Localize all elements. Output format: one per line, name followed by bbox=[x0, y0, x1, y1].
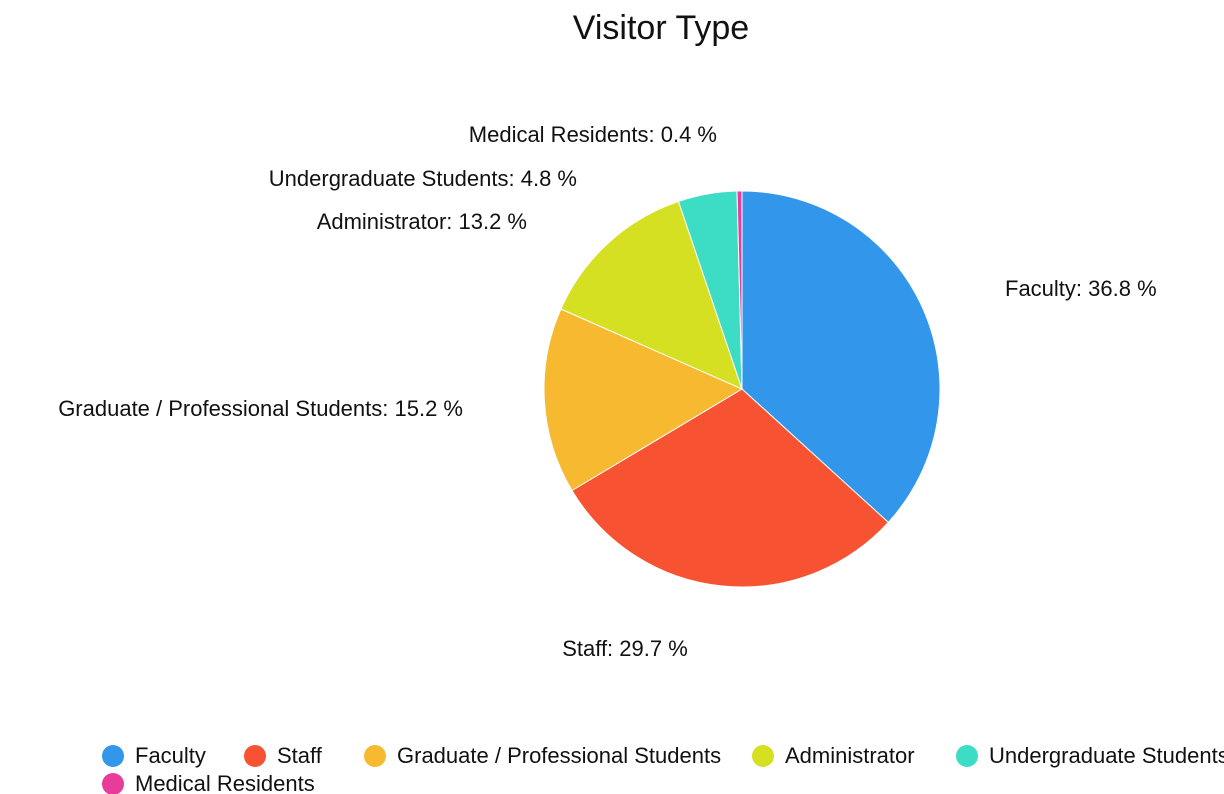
pie-slice bbox=[736, 190, 743, 390]
legend-swatch bbox=[956, 745, 978, 767]
legend-label: Undergraduate Students bbox=[989, 743, 1224, 768]
legend-label: Graduate / Professional Students bbox=[397, 743, 721, 768]
data-label: Graduate / Professional Students: 15.2 % bbox=[58, 396, 463, 421]
legend-swatch bbox=[752, 745, 774, 767]
data-label: Medical Residents: 0.4 % bbox=[469, 122, 717, 147]
data-label: Undergraduate Students: 4.8 % bbox=[269, 166, 577, 191]
pie-slice bbox=[571, 388, 890, 588]
legend-label: Staff bbox=[277, 743, 323, 768]
legend-swatch bbox=[364, 745, 386, 767]
data-label: Staff: 29.7 % bbox=[562, 636, 688, 661]
legend-swatch bbox=[244, 745, 266, 767]
pie-slice bbox=[560, 200, 743, 390]
legend-label: Administrator bbox=[785, 743, 915, 768]
legend-label: Faculty bbox=[135, 743, 206, 768]
legend-swatch bbox=[102, 773, 124, 794]
data-label: Faculty: 36.8 % bbox=[1005, 276, 1157, 301]
legend-swatch bbox=[102, 745, 124, 767]
chart-title: Visitor Type bbox=[573, 9, 749, 47]
data-label: Administrator: 13.2 % bbox=[317, 209, 527, 234]
pie-slice bbox=[741, 190, 941, 524]
pie-slice bbox=[543, 308, 744, 492]
legend-label: Medical Residents bbox=[135, 771, 315, 794]
